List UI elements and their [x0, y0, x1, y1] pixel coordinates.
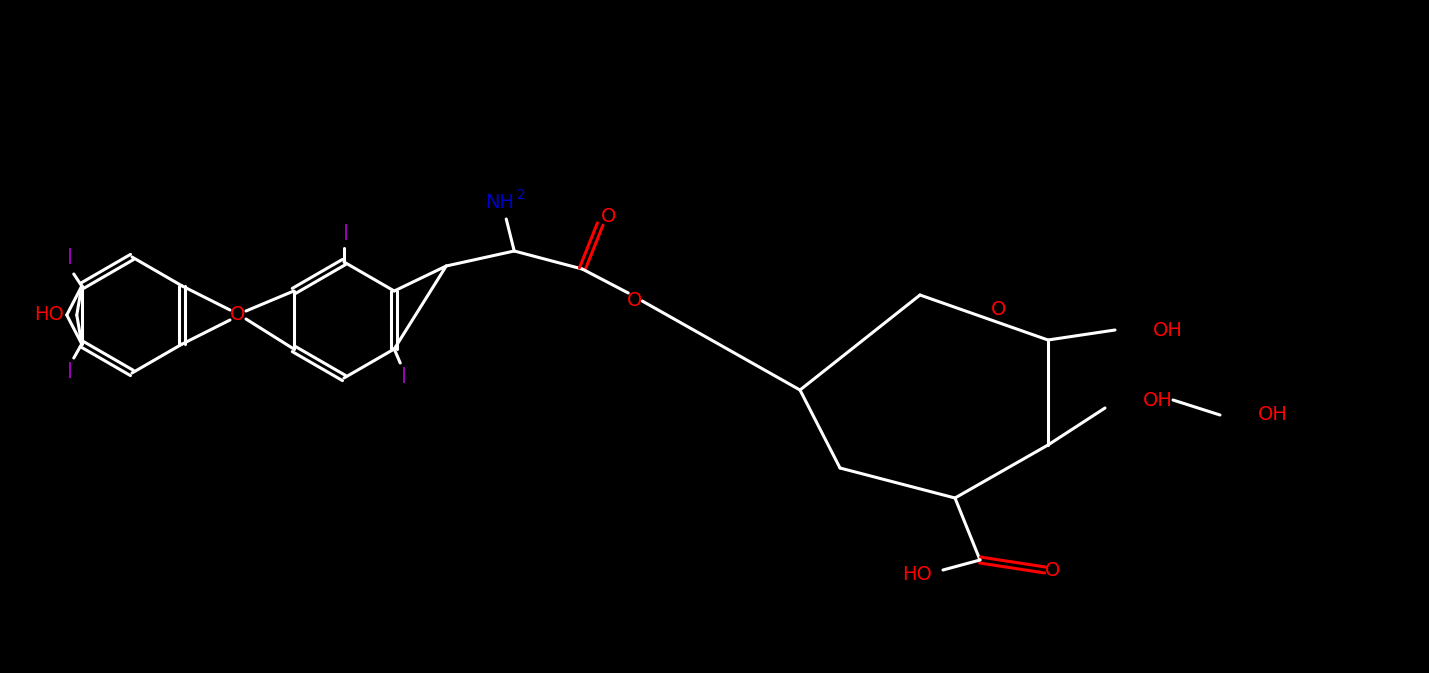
Text: OH: OH: [1258, 406, 1288, 425]
Text: I: I: [67, 362, 73, 382]
Text: O: O: [992, 300, 1006, 319]
Text: OH: OH: [1143, 390, 1173, 409]
Text: I: I: [402, 367, 407, 387]
Text: OH: OH: [1153, 320, 1183, 339]
Text: O: O: [600, 207, 616, 225]
Text: HO: HO: [34, 306, 64, 324]
Text: I: I: [343, 224, 349, 244]
Text: I: I: [67, 248, 73, 268]
Text: O: O: [230, 306, 246, 324]
Text: O: O: [626, 291, 642, 310]
Text: HO: HO: [902, 565, 932, 584]
Text: O: O: [1045, 561, 1060, 579]
Text: 2: 2: [517, 188, 526, 202]
Text: NH: NH: [484, 192, 514, 211]
